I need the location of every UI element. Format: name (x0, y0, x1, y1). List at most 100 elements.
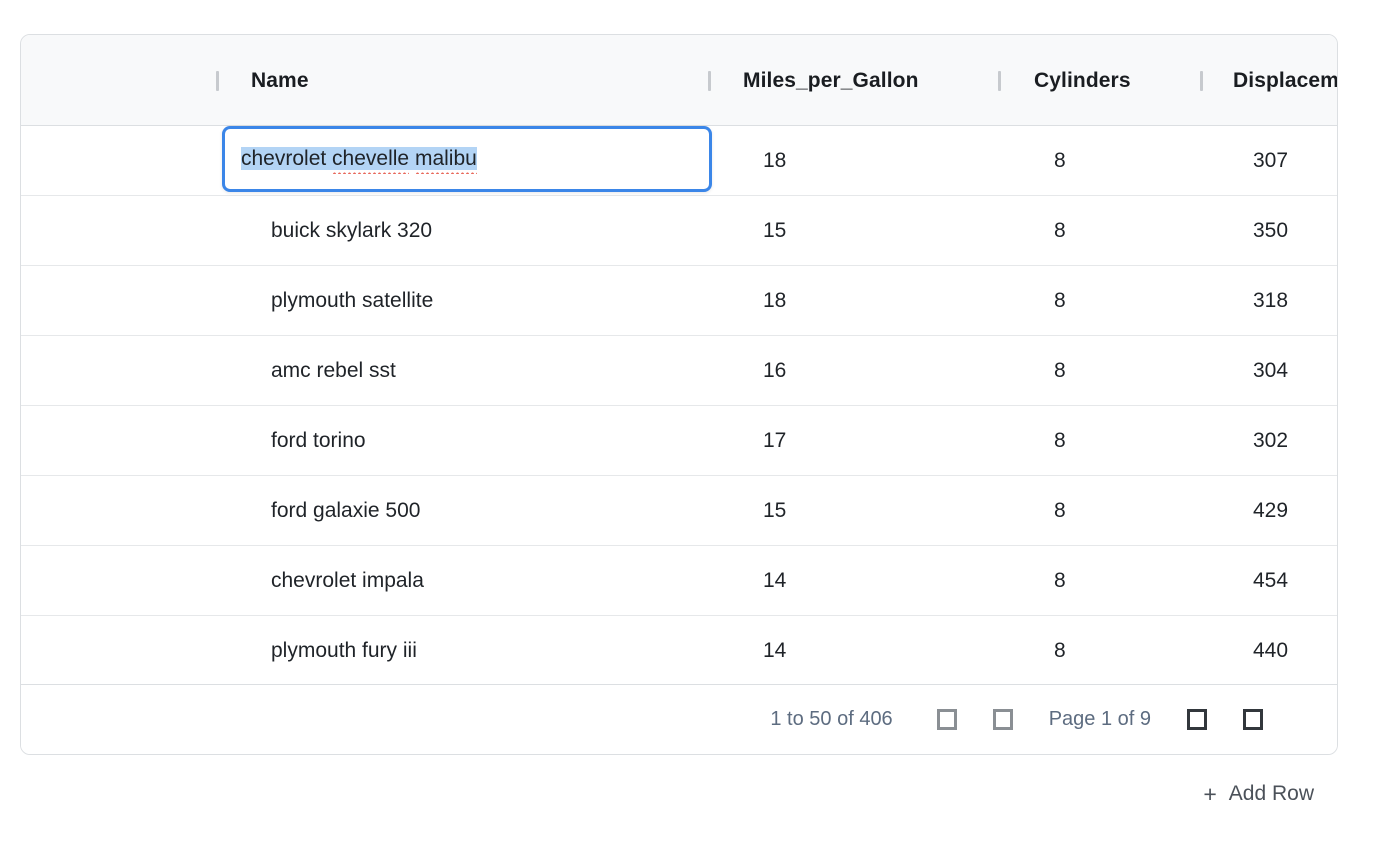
row-gutter-cell[interactable] (41, 196, 222, 266)
misspelled-word-chevelle: chevelle (332, 147, 410, 174)
column-resize-handle-displacement[interactable] (1200, 71, 1203, 91)
pagination-range-label: 1 to 50 of 406 (770, 708, 893, 730)
column-resize-handle-name[interactable] (216, 71, 219, 91)
cell-value: 8 (1054, 149, 1066, 172)
cell-value: 14 (763, 639, 787, 662)
name-cell-editor-text: chevrolet chevelle malibu (241, 147, 477, 174)
row-gutter-cell[interactable] (41, 336, 222, 406)
cell-cylinders[interactable]: 8 (1054, 546, 1244, 616)
cell-cylinders[interactable]: 8 (1054, 126, 1244, 196)
last-page-icon (1243, 709, 1263, 730)
table-row[interactable]: amc rebel sst 16 8 304 (21, 336, 1337, 406)
cell-miles-per-gallon[interactable]: 14 (763, 546, 1043, 616)
pagination-page-label: Page 1 of 9 (1048, 708, 1151, 730)
cell-value: 8 (1054, 429, 1066, 452)
cell-miles-per-gallon[interactable]: 17 (763, 406, 1043, 476)
grid-header-row: Name Miles_per_Gallon Cylinders Displace… (21, 35, 1337, 126)
cell-value: 350 (1253, 219, 1289, 242)
cell-value: 15 (763, 499, 787, 522)
row-gutter-cell[interactable] (41, 406, 222, 476)
cell-miles-per-gallon[interactable]: 18 (763, 266, 1043, 336)
previous-page-button[interactable] (991, 708, 1015, 732)
table-row[interactable]: plymouth satellite 18 8 318 (21, 266, 1337, 336)
cell-value: amc rebel sst (271, 359, 396, 382)
cell-value: chevrolet impala (271, 569, 424, 592)
editor-prefix-text: chevrolet (241, 147, 333, 170)
row-gutter-cell[interactable] (41, 126, 222, 196)
cell-value: 429 (1253, 499, 1289, 522)
grid-body: chevrolet chevelle malibu 18 8 307 buick… (21, 126, 1337, 686)
row-gutter-cell[interactable] (41, 616, 222, 686)
cell-miles-per-gallon[interactable]: 15 (763, 476, 1043, 546)
row-gutter-cell[interactable] (41, 476, 222, 546)
next-page-button[interactable] (1185, 708, 1209, 732)
table-row[interactable]: ford galaxie 500 15 8 429 (21, 476, 1337, 546)
cell-name[interactable]: buick skylark 320 (271, 196, 741, 266)
column-resize-handle-mpg[interactable] (708, 71, 711, 91)
table-row[interactable]: chevrolet impala 14 8 454 (21, 546, 1337, 616)
cell-value: 304 (1253, 359, 1289, 382)
cell-value: 8 (1054, 569, 1066, 592)
column-resize-handle-cylinders[interactable] (998, 71, 1001, 91)
last-page-button[interactable] (1241, 708, 1265, 732)
next-page-icon (1187, 709, 1207, 730)
pagination-bar: 1 to 50 of 406 Page 1 of 9 (21, 684, 1337, 754)
cell-value: buick skylark 320 (271, 219, 433, 242)
cell-miles-per-gallon[interactable]: 16 (763, 336, 1043, 406)
table-row[interactable]: chevrolet chevelle malibu 18 8 307 (21, 126, 1337, 196)
cell-displacement[interactable]: 304 (1253, 336, 1337, 406)
cell-cylinders[interactable]: 8 (1054, 196, 1244, 266)
cell-displacement[interactable]: 307 (1253, 126, 1337, 196)
cell-value: 454 (1253, 569, 1289, 592)
plus-icon: + (1203, 780, 1217, 807)
cell-name[interactable]: plymouth fury iii (271, 616, 741, 686)
cell-displacement[interactable]: 318 (1253, 266, 1337, 336)
add-row-button[interactable]: + Add Row (1203, 782, 1314, 806)
cell-cylinders[interactable]: 8 (1054, 476, 1244, 546)
cell-miles-per-gallon[interactable]: 15 (763, 196, 1043, 266)
cell-value: 18 (763, 149, 787, 172)
cell-name[interactable]: ford galaxie 500 (271, 476, 741, 546)
cell-miles-per-gallon[interactable]: 14 (763, 616, 1043, 686)
name-cell-editor[interactable]: chevrolet chevelle malibu (222, 126, 712, 192)
cell-value: 15 (763, 219, 787, 242)
cell-cylinders[interactable]: 8 (1054, 616, 1244, 686)
cell-value: 16 (763, 359, 787, 382)
column-header-miles-per-gallon[interactable]: Miles_per_Gallon (743, 35, 1023, 126)
cell-displacement[interactable]: 350 (1253, 196, 1337, 266)
cell-miles-per-gallon[interactable]: 18 (763, 126, 1043, 196)
cell-name[interactable]: plymouth satellite (271, 266, 741, 336)
cell-cylinders[interactable]: 8 (1054, 336, 1244, 406)
cell-displacement[interactable]: 454 (1253, 546, 1337, 616)
cell-displacement[interactable]: 440 (1253, 616, 1337, 686)
selected-text-run: chevrolet chevelle malibu (241, 147, 477, 174)
column-header-miles-per-gallon-label: Miles_per_Gallon (743, 68, 919, 92)
column-header-cylinders[interactable]: Cylinders (1034, 35, 1224, 126)
add-row-label: Add Row (1228, 782, 1314, 805)
table-row[interactable]: plymouth fury iii 14 8 440 (21, 616, 1337, 686)
cell-cylinders[interactable]: 8 (1054, 266, 1244, 336)
table-row[interactable]: ford torino 17 8 302 (21, 406, 1337, 476)
cell-name[interactable]: ford torino (271, 406, 741, 476)
column-header-displacement[interactable]: Displacement (1233, 35, 1337, 126)
cell-displacement[interactable]: 429 (1253, 476, 1337, 546)
first-page-button[interactable] (935, 708, 959, 732)
table-row[interactable]: buick skylark 320 15 8 350 (21, 196, 1337, 266)
cell-name[interactable]: chevrolet impala (271, 546, 741, 616)
column-header-name[interactable]: Name (251, 35, 721, 126)
column-header-name-label: Name (251, 68, 309, 92)
cell-value: plymouth fury iii (271, 639, 417, 662)
name-cell-editor-host[interactable]: chevrolet chevelle malibu (222, 124, 712, 194)
cell-name[interactable]: amc rebel sst (271, 336, 741, 406)
cell-value: 14 (763, 569, 787, 592)
cell-cylinders[interactable]: 8 (1054, 406, 1244, 476)
cell-displacement[interactable]: 302 (1253, 406, 1337, 476)
cell-value: 8 (1054, 289, 1066, 312)
row-gutter-cell[interactable] (41, 266, 222, 336)
cell-value: 8 (1054, 639, 1066, 662)
cell-value: 318 (1253, 289, 1289, 312)
row-gutter-cell[interactable] (41, 546, 222, 616)
column-header-cylinders-label: Cylinders (1034, 68, 1131, 92)
data-grid: Name Miles_per_Gallon Cylinders Displace… (20, 34, 1338, 755)
